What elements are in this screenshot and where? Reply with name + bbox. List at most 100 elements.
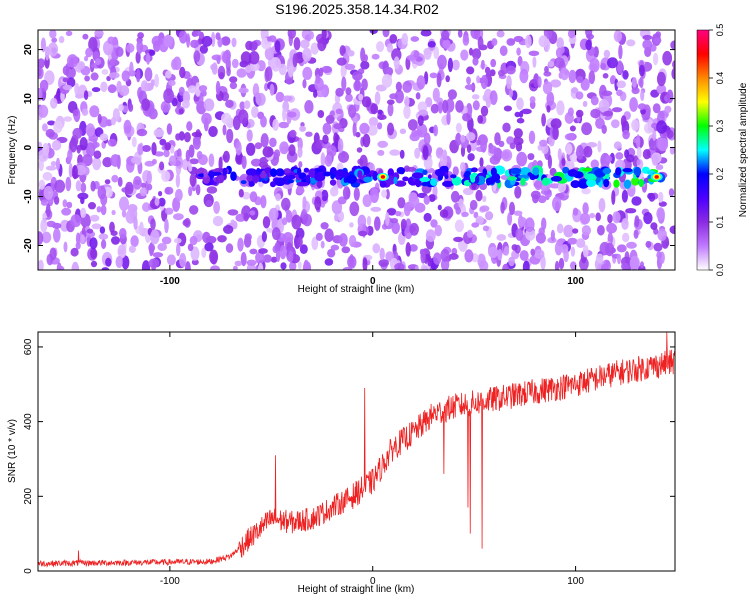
spectrogram-cell — [334, 213, 339, 222]
spectrogram-cell — [222, 124, 227, 136]
spectrogram-cell — [413, 50, 420, 59]
spectrogram-cell — [40, 199, 48, 206]
spectrogram-cell — [38, 104, 49, 118]
spectrogram-cell — [164, 142, 171, 151]
spectrogram-cell — [672, 60, 675, 69]
spectrogram-cell — [415, 92, 421, 100]
spectrogram-cell — [532, 56, 537, 68]
spectrogram-cell — [446, 110, 451, 125]
spectrogram-cell — [423, 132, 431, 146]
spectrogram-cell — [215, 32, 221, 40]
spectrogram-cell — [86, 228, 94, 234]
spectrogram-cell — [348, 104, 357, 118]
spectrogram-cell — [432, 87, 440, 102]
spectrogram-cell — [337, 138, 344, 154]
spectrogram-cell — [192, 136, 201, 150]
spectrogram-cell — [631, 196, 642, 206]
spectrogram-cell — [313, 90, 318, 98]
spectrogram-cell — [107, 84, 117, 94]
spectrogram-cell — [299, 244, 308, 255]
spectrogram-cell — [38, 231, 44, 245]
spectrogram-y-ticks: -20 -10 0 10 20 — [23, 44, 675, 253]
spectrogram-cell — [420, 263, 427, 270]
spectrogram-cell — [198, 85, 208, 92]
spectrogram-cell — [521, 108, 532, 115]
spectrogram-signal-cell — [387, 168, 394, 177]
spectrogram-cell — [657, 228, 667, 241]
spectrogram-cell — [49, 30, 57, 39]
spectrogram-cell — [613, 141, 622, 150]
spectrogram-cell — [139, 221, 144, 235]
spectrogram-cell — [99, 133, 109, 141]
spectrogram-cell — [656, 71, 666, 87]
spectrogram-cell — [428, 194, 436, 203]
spectrogram-cell — [53, 196, 60, 205]
spectrogram-cell — [48, 42, 58, 57]
spectrogram-cell — [215, 80, 221, 96]
spectrogram-cell — [362, 133, 371, 148]
spectrogram-cell — [281, 217, 288, 226]
spectrogram-cell — [407, 119, 418, 131]
spectrogram-cell — [223, 225, 234, 234]
spectrogram-cell — [89, 214, 100, 222]
spectrogram-cell — [480, 137, 487, 153]
spectrogram-signal-cell — [303, 167, 310, 173]
spectrogram-cell — [68, 163, 73, 178]
spectrogram-cell — [49, 247, 57, 261]
spectrogram-cell — [164, 218, 169, 234]
spectrogram-cell — [447, 89, 457, 100]
spectrogram-cell — [221, 112, 232, 125]
spectrogram-cell — [51, 37, 58, 43]
spectrogram-cell — [656, 84, 667, 95]
spectrogram-cell — [90, 180, 96, 192]
spectrogram-cell — [216, 55, 221, 65]
spectrogram-cell — [414, 147, 421, 159]
spectrogram-signal-cell — [567, 169, 578, 177]
spectrogram-cell — [67, 149, 73, 162]
spectrogram-cell — [442, 39, 451, 49]
spectrogram-cell — [128, 245, 136, 253]
spectrogram-cell — [394, 89, 404, 104]
spectrogram-cell — [119, 228, 127, 239]
spectrogram-signal-cell — [252, 175, 260, 183]
spectrogram-cell — [337, 196, 347, 205]
spectrogram-cell — [131, 136, 137, 148]
spectrogram-signal-cell — [245, 168, 258, 177]
snr-frame — [37, 331, 676, 572]
spectrogram-cell — [159, 161, 165, 171]
spectrogram-cell — [636, 146, 642, 159]
spectrogram-cell — [289, 129, 297, 138]
spectrogram-cell — [652, 52, 659, 66]
spectrogram-cell — [42, 123, 48, 132]
spectrogram-cell — [186, 121, 193, 132]
spectrogram-cell — [401, 33, 409, 45]
spectrogram-cell — [379, 247, 385, 261]
spectrogram-cell — [282, 107, 287, 122]
spectrogram-cell — [666, 129, 674, 139]
spectrogram-cell — [570, 246, 576, 257]
spectrogram-cell — [461, 211, 469, 217]
spectrogram-cell — [168, 155, 177, 166]
spectrogram-cell — [166, 123, 173, 135]
spectrogram-cell — [121, 209, 127, 218]
spectrogram-cell — [205, 199, 213, 207]
spectrogram-cell — [85, 142, 96, 157]
spectrogram-cell — [404, 96, 410, 107]
spectrogram-cell — [530, 190, 541, 199]
spectrogram-cell — [537, 195, 547, 204]
spectrogram-cell — [267, 36, 272, 42]
spectrogram-cell — [297, 147, 303, 158]
spectrogram-cell — [255, 251, 265, 264]
spectrogram-signal-cell — [586, 178, 597, 187]
spectrogram-cell — [258, 161, 269, 168]
spectrogram-cell — [221, 36, 231, 46]
spectrogram-cell — [338, 151, 349, 163]
spectrogram-signal-cell — [363, 176, 372, 183]
spectrogram-signal-cell — [475, 175, 480, 184]
spectrogram-cell — [274, 40, 281, 53]
spectrogram-cell — [563, 224, 574, 238]
spectrogram-cell — [329, 186, 339, 197]
spectrogram-cell — [142, 145, 151, 152]
spectrogram-cell — [427, 257, 433, 267]
spectrogram-cell — [304, 100, 314, 114]
